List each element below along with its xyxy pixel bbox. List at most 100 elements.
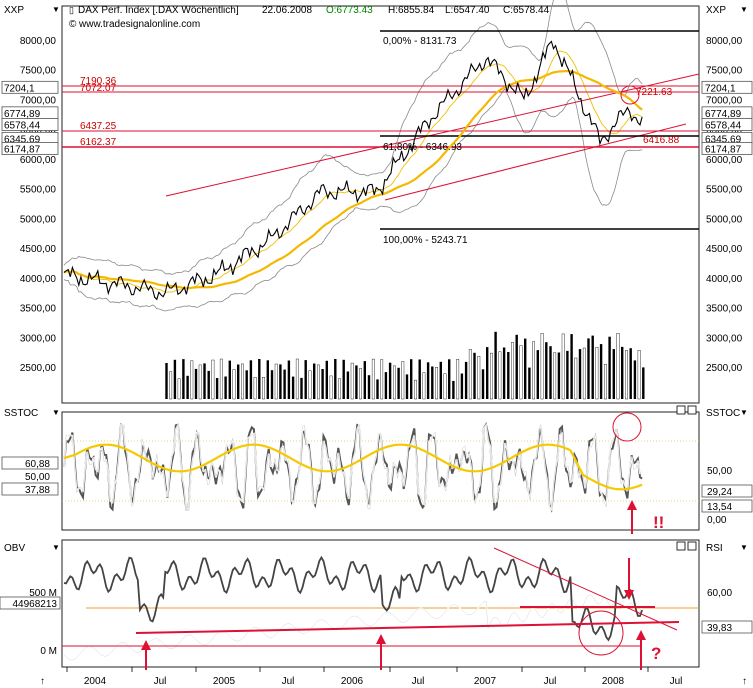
volume-bar <box>557 352 561 399</box>
level-label-6162: 6162.37 <box>80 137 117 148</box>
obv-window-controls[interactable] <box>676 541 697 551</box>
up-arrow-obv-2-icon <box>376 634 386 670</box>
volume-bar <box>258 359 261 399</box>
obv-tick-left-text: 44968213 <box>13 599 58 610</box>
value-box-right: 6774,89 <box>701 106 753 120</box>
rsi-outline <box>63 594 643 661</box>
volume-bar <box>405 374 409 399</box>
volume-bar <box>219 358 223 400</box>
fib-label-bottom: 100,00% - 5243.71 <box>383 235 468 246</box>
value-box-left-text: 6345,69 <box>4 134 41 145</box>
volume-bar <box>553 352 557 400</box>
value-box-left: 6345,69 <box>1 131 59 145</box>
volume-bar <box>435 367 438 400</box>
volume-bar <box>587 338 590 399</box>
obv-header: OBV ▼ RSI ▼ <box>4 541 748 554</box>
volume-bar <box>182 359 185 399</box>
price-tick-right: 5500,00 <box>706 185 743 196</box>
volume-bar <box>468 349 472 400</box>
price-tick-right: 4000,00 <box>706 274 743 285</box>
obv-collapse-icon[interactable]: ▼ <box>52 543 60 552</box>
scroll-arrow-icon[interactable]: ↑ <box>40 676 45 687</box>
stoch-collapse-icon-right[interactable]: ▼ <box>740 408 748 417</box>
volume-bar <box>359 368 362 400</box>
volume-bar <box>519 345 523 400</box>
obv-tick-left: 0 M <box>40 646 57 657</box>
volume-bar <box>431 366 434 399</box>
value-box-left-text: 6174,87 <box>4 145 41 156</box>
volume-bar <box>363 361 366 399</box>
close-value: C:6578.44 <box>503 5 550 16</box>
volume-bar <box>464 361 468 399</box>
tag-low-label: 6416.88 <box>643 135 680 146</box>
x-axis-label: 2005 <box>213 676 236 687</box>
stoch-tick-left-text: 50,00 <box>25 472 50 483</box>
volume-bar <box>173 359 177 399</box>
volume-bar <box>612 349 615 399</box>
volume-bar <box>291 376 295 399</box>
rsi-collapse-icon[interactable]: ▼ <box>740 543 748 552</box>
volume-bar <box>165 363 168 399</box>
volume-bar <box>207 370 210 399</box>
volume-bar <box>249 360 253 399</box>
volume-bar <box>637 350 641 400</box>
stoch-tick-right-text: 29,24 <box>707 487 732 498</box>
volume-bar <box>338 378 341 400</box>
stoch-tick-left-text: 37,88 <box>25 485 50 496</box>
value-box-right-text: 7204,1 <box>705 83 736 94</box>
header: XXP XXP ▼ ▼ ▯ DAX Perf. Index [.DAX Wöch… <box>4 5 748 30</box>
volume-bar <box>384 372 388 399</box>
stoch-fast-outline <box>63 423 643 510</box>
volume-bar <box>532 341 536 400</box>
obv-title: OBV <box>4 543 25 554</box>
volume-bar <box>549 346 552 399</box>
scroll-arrow-right-icon[interactable]: ↑ <box>742 676 747 687</box>
volume-bar <box>418 359 421 399</box>
volume-bar <box>460 373 464 399</box>
volume-bar <box>397 367 400 399</box>
volume-bar <box>279 364 282 399</box>
volume-bar <box>194 368 198 399</box>
volume-bar <box>240 363 244 400</box>
collapse-arrow-icon-right[interactable]: ▼ <box>740 5 748 14</box>
stoch-window-controls[interactable] <box>676 405 697 415</box>
x-axis-label: Jul <box>544 676 557 687</box>
price-tick-left: 7500,00 <box>20 66 57 77</box>
value-boxes: 7204,16774,896578,446345,696174,877204,1… <box>1 80 753 156</box>
volume-bar <box>507 352 510 399</box>
price-tick-right: 7000,00 <box>706 95 743 106</box>
obv-tick-left-text: 0 M <box>40 646 57 657</box>
volume-bar <box>524 338 527 399</box>
volume-bar <box>283 369 286 399</box>
volume-bar <box>582 347 586 400</box>
level-label-6437: 6437.25 <box>80 121 117 132</box>
volume-bar <box>633 360 637 399</box>
bollinger-upper <box>63 0 643 275</box>
low-value: L:6547.40 <box>445 5 490 16</box>
up-arrow-stoch-icon <box>627 500 637 534</box>
volume-bar <box>473 352 476 399</box>
volume-bar <box>511 342 514 400</box>
volume-bar <box>486 347 489 399</box>
rsi-tick-right-text: 39,83 <box>707 623 732 634</box>
stoch-header: SSTOC ▼ SSTOC ▼ <box>4 405 748 419</box>
bollinger-lower <box>63 88 643 312</box>
volume-bar <box>300 377 303 399</box>
rsi-tick-right: 39,83 <box>701 620 753 634</box>
value-box-left-text: 6578,44 <box>4 121 41 132</box>
chart-date: 22.06.2008 <box>262 5 312 16</box>
volume-bar <box>321 369 324 399</box>
rsi-tick-right-text: 60,00 <box>707 588 732 599</box>
volume-bar <box>642 367 645 399</box>
volume-bar <box>477 356 481 400</box>
volume-bar <box>232 369 236 400</box>
collapse-arrow-icon[interactable]: ▼ <box>52 5 60 14</box>
volume-bar <box>502 347 506 399</box>
volume-bar <box>401 361 405 400</box>
stoch-collapse-icon[interactable]: ▼ <box>52 408 60 417</box>
value-box-right: 6578,44 <box>701 118 753 132</box>
volume-bar <box>616 333 620 400</box>
stoch-tick-left: 37,88 <box>1 482 59 496</box>
